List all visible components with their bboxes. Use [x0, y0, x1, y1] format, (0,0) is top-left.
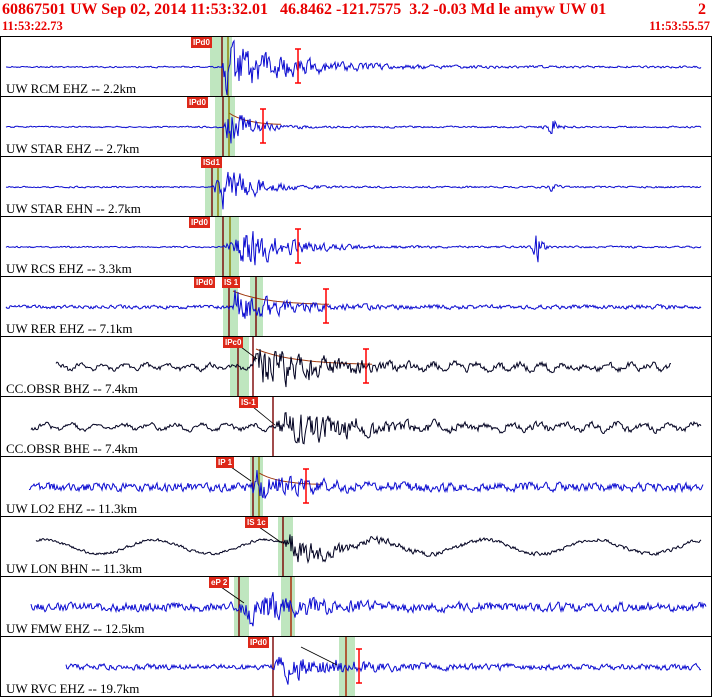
trace-row[interactable]: IPd0 UW RCS EHZ -- 3.3km [1, 217, 711, 277]
trace-row[interactable]: IS-1 CC.OBSR BHE -- 7.4km [1, 397, 711, 457]
flag-leader-line [220, 586, 245, 604]
coda-envelope [232, 290, 330, 305]
seismogram-trace[interactable] [5, 289, 702, 319]
event-summary: 60867501 UW Sep 02, 2014 11:53:32.01 46.… [2, 1, 607, 18]
pick-flag[interactable]: IPd0 [191, 37, 212, 48]
pick-highlight-band [339, 637, 355, 696]
station-label: CC.OBSR BHE -- 7.4km [6, 441, 138, 456]
pick-flag[interactable]: IS-1 [239, 397, 258, 408]
seismogram-trace[interactable] [30, 412, 702, 445]
waveform-plot[interactable] [1, 337, 711, 396]
pick-highlight-band [215, 97, 235, 156]
seismogram-trace[interactable] [5, 115, 702, 144]
seismogram-trace[interactable] [30, 591, 707, 627]
coda-duration-bar[interactable] [260, 108, 266, 144]
station-label: UW LO2 EHZ -- 11.3km [6, 501, 138, 516]
time-window-bar: 11:53:22.73 11:53:55.57 [0, 19, 712, 36]
seismogram-trace[interactable] [28, 470, 704, 499]
waveform-plot[interactable] [1, 217, 711, 276]
coda-duration-bar[interactable] [295, 48, 301, 84]
flag-leader-line [252, 406, 276, 426]
station-label: UW RCS EHZ -- 3.3km [6, 261, 132, 276]
seismogram-trace[interactable] [55, 348, 671, 388]
station-label: UW RVC EHZ -- 19.7km [6, 681, 140, 696]
station-label: UW FMW EHZ -- 12.5km [6, 621, 145, 636]
trace-row[interactable]: IPd0 UW RVC EHZ -- 19.7km [1, 637, 711, 697]
pick-flag[interactable]: IPd0 [189, 217, 210, 228]
event-header: 60867501 UW Sep 02, 2014 11:53:32.01 46.… [0, 0, 712, 19]
waveform-plot[interactable] [1, 97, 711, 156]
coda-duration-bar[interactable] [356, 648, 362, 684]
flag-leader-line [300, 646, 338, 666]
station-label: UW LON BHN -- 11.3km [6, 561, 143, 576]
trace-row[interactable]: eP 2 UW FMW EHZ -- 12.5km [1, 577, 711, 637]
waveform-plot[interactable] [1, 397, 711, 456]
trace-row[interactable]: IPd0 IS 1 UW RER EHZ -- 7.1km [1, 277, 711, 337]
pick-flag[interactable]: IS 1 [222, 277, 241, 288]
seismogram-trace[interactable] [35, 534, 702, 565]
pick-flag[interactable]: eP 2 [209, 577, 230, 588]
coda-duration-bar[interactable] [303, 468, 309, 504]
page-number: 2 [698, 1, 706, 18]
window-start-time: 11:53:22.73 [2, 19, 63, 33]
waveform-plot[interactable] [1, 577, 711, 636]
seismogram-trace[interactable] [5, 171, 702, 210]
pick-flag[interactable]: IPc0 [223, 337, 244, 348]
pick-flag[interactable]: IP 1 [216, 457, 235, 468]
pick-flag[interactable]: IS 1c [245, 517, 268, 528]
trace-area: IPd0 UW RCM EHZ -- 2.2km IPd0 UW STAR EHZ -… [0, 36, 712, 697]
pick-flag[interactable]: IPd0 [194, 277, 215, 288]
station-label: UW RCM EHZ -- 2.2km [6, 81, 137, 96]
coda-duration-bar[interactable] [295, 228, 301, 264]
station-label: UW RER EHZ -- 7.1km [6, 321, 133, 336]
trace-row[interactable]: ISd1 UW STAR EHN -- 2.7km [1, 157, 711, 217]
seismogram-trace[interactable] [6, 39, 702, 96]
station-label: CC.OBSR BHZ -- 7.4km [6, 381, 138, 396]
coda-duration-bar[interactable] [363, 348, 369, 384]
station-label: UW STAR EHZ -- 2.7km [6, 141, 140, 156]
trace-row[interactable]: IPc0 CC.OBSR BHZ -- 7.4km [1, 337, 711, 397]
coda-duration-bar[interactable] [323, 288, 329, 324]
station-label: UW STAR EHN -- 2.7km [6, 201, 141, 216]
flag-leader-line [230, 466, 252, 482]
waveform-plot[interactable] [1, 37, 711, 96]
trace-row[interactable]: IPd0 UW RCM EHZ -- 2.2km [1, 37, 711, 97]
waveform-plot[interactable] [1, 457, 711, 516]
pick-flag[interactable]: ISd1 [201, 157, 222, 168]
flag-leader-line [258, 526, 283, 544]
seismogram-trace[interactable] [5, 231, 702, 266]
pick-flag[interactable]: IPd0 [187, 97, 208, 108]
trace-row[interactable]: IP 1 UW LO2 EHZ -- 11.3km [1, 457, 711, 517]
window-end-time: 11:53:55.57 [649, 19, 710, 33]
trace-row[interactable]: IPd0 UW STAR EHZ -- 2.7km [1, 97, 711, 157]
waveform-plot[interactable] [1, 517, 711, 576]
waveform-plot[interactable] [1, 277, 711, 336]
waveform-plot[interactable] [1, 637, 711, 696]
coda-envelope [228, 112, 282, 125]
coda-envelope [255, 348, 373, 365]
flag-leader-line [240, 346, 258, 360]
trace-row[interactable]: IS 1c UW LON BHN -- 11.3km [1, 517, 711, 577]
seismogram-trace[interactable] [65, 656, 702, 685]
pick-flag[interactable]: IPd0 [248, 637, 269, 648]
